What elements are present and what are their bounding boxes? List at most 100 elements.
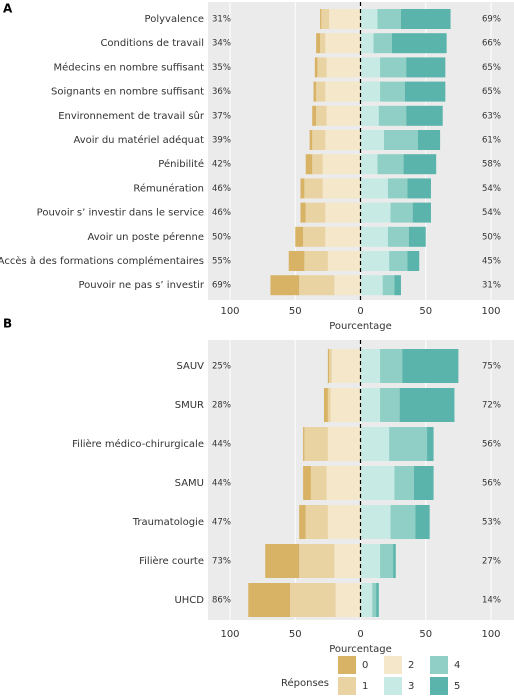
- legend-label: 2: [408, 660, 414, 671]
- x-tick-label: 100: [481, 629, 500, 640]
- right-percent: 69%: [482, 15, 501, 25]
- bar-segment: [360, 105, 379, 126]
- bar-segment: [412, 202, 431, 223]
- bar-segment: [316, 105, 327, 126]
- right-percent: 66%: [482, 39, 501, 49]
- bar-segment: [325, 81, 361, 102]
- bar-segment: [327, 251, 361, 271]
- bar-segment: [390, 202, 413, 223]
- right-percent: 31%: [482, 281, 501, 291]
- left-percent: 50%: [212, 232, 231, 242]
- bar-segment: [248, 583, 291, 617]
- legend-label: 0: [362, 660, 368, 671]
- bar-segment: [320, 33, 326, 54]
- right-percent: 61%: [482, 136, 501, 146]
- panel-label: B: [3, 317, 12, 331]
- bar-segment: [360, 178, 388, 199]
- bar-segment: [334, 544, 361, 578]
- bar-segment: [270, 275, 300, 296]
- x-tick-label: 50: [419, 306, 432, 317]
- bar-segment: [360, 251, 390, 271]
- bar-segment: [360, 349, 381, 383]
- bar-segment: [303, 427, 305, 461]
- x-tick-label: 0: [357, 629, 363, 640]
- left-percent: 37%: [212, 111, 231, 121]
- panel-label: A: [3, 2, 13, 16]
- legend-label: 5: [454, 681, 460, 692]
- bar-segment: [327, 349, 330, 383]
- bar-segment: [360, 226, 388, 247]
- x-axis-label: Pourcentage: [329, 644, 392, 655]
- category-label: Pénibilité: [158, 158, 204, 170]
- category-label: Filière courte: [139, 555, 204, 567]
- right-percent: 54%: [482, 208, 501, 218]
- bar-segment: [399, 388, 455, 422]
- legend-title: Réponses: [281, 677, 329, 689]
- legend-swatch: [430, 677, 448, 695]
- bar-segment: [376, 583, 379, 617]
- x-tick-label: 100: [220, 306, 239, 317]
- bar-segment: [330, 388, 361, 422]
- bar-segment: [288, 251, 305, 271]
- right-percent: 14%: [482, 596, 501, 606]
- bar-segment: [325, 226, 361, 247]
- bar-segment: [404, 81, 446, 102]
- category-label: SAMU: [175, 478, 204, 489]
- bar-segment: [310, 466, 327, 500]
- bar-segment: [327, 505, 361, 539]
- x-tick-label: 100: [481, 306, 500, 317]
- right-percent: 72%: [482, 401, 501, 411]
- bar-segment: [304, 427, 328, 461]
- bar-segment: [331, 349, 361, 383]
- right-percent: 27%: [482, 557, 501, 567]
- bar-segment: [427, 427, 434, 461]
- bar-segment: [317, 57, 327, 78]
- left-percent: 36%: [212, 87, 231, 97]
- bar-segment: [360, 202, 391, 223]
- bar-segment: [394, 466, 415, 500]
- bar-segment: [360, 427, 390, 461]
- bar-segment: [390, 505, 416, 539]
- bar-segment: [304, 251, 328, 271]
- left-percent: 69%: [212, 281, 231, 291]
- bar-segment: [360, 57, 381, 78]
- category-label: Avoir un poste pérenne: [87, 231, 204, 243]
- bar-segment: [383, 130, 418, 150]
- bar-segment: [299, 505, 306, 539]
- bar-segment: [303, 226, 326, 247]
- bar-segment: [360, 544, 381, 578]
- right-percent: 45%: [482, 257, 501, 267]
- x-tick-label: 50: [419, 629, 432, 640]
- category-label: Traumatologie: [132, 517, 204, 528]
- bar-segment: [400, 9, 451, 29]
- left-percent: 46%: [212, 184, 231, 194]
- left-percent: 34%: [212, 39, 231, 49]
- bar-segment: [312, 130, 326, 150]
- bar-segment: [360, 388, 381, 422]
- bar-segment: [335, 583, 361, 617]
- bar-segment: [265, 544, 300, 578]
- category-label: Pouvoir ne pas s’ investir: [78, 280, 204, 291]
- bar-segment: [305, 202, 326, 223]
- category-label: Filière médico-chirurgicale: [72, 438, 204, 450]
- bar-segment: [407, 178, 431, 199]
- bar-segment: [360, 130, 384, 150]
- bar-segment: [322, 154, 361, 175]
- bar-segment: [312, 154, 323, 175]
- left-percent: 28%: [212, 401, 231, 411]
- bar-segment: [406, 105, 443, 126]
- right-percent: 50%: [482, 232, 501, 242]
- bar-segment: [382, 275, 395, 296]
- category-label: Accès à des formations complémentaires: [0, 255, 204, 267]
- bar-segment: [380, 388, 400, 422]
- right-percent: 75%: [482, 362, 501, 372]
- category-label: SMUR: [175, 400, 204, 411]
- right-percent: 56%: [482, 440, 501, 450]
- bar-segment: [314, 57, 318, 78]
- bar-segment: [321, 9, 330, 29]
- bar-segment: [327, 427, 361, 461]
- legend-label: 1: [362, 681, 368, 692]
- category-label: Rémunération: [133, 182, 204, 194]
- bar-segment: [380, 349, 403, 383]
